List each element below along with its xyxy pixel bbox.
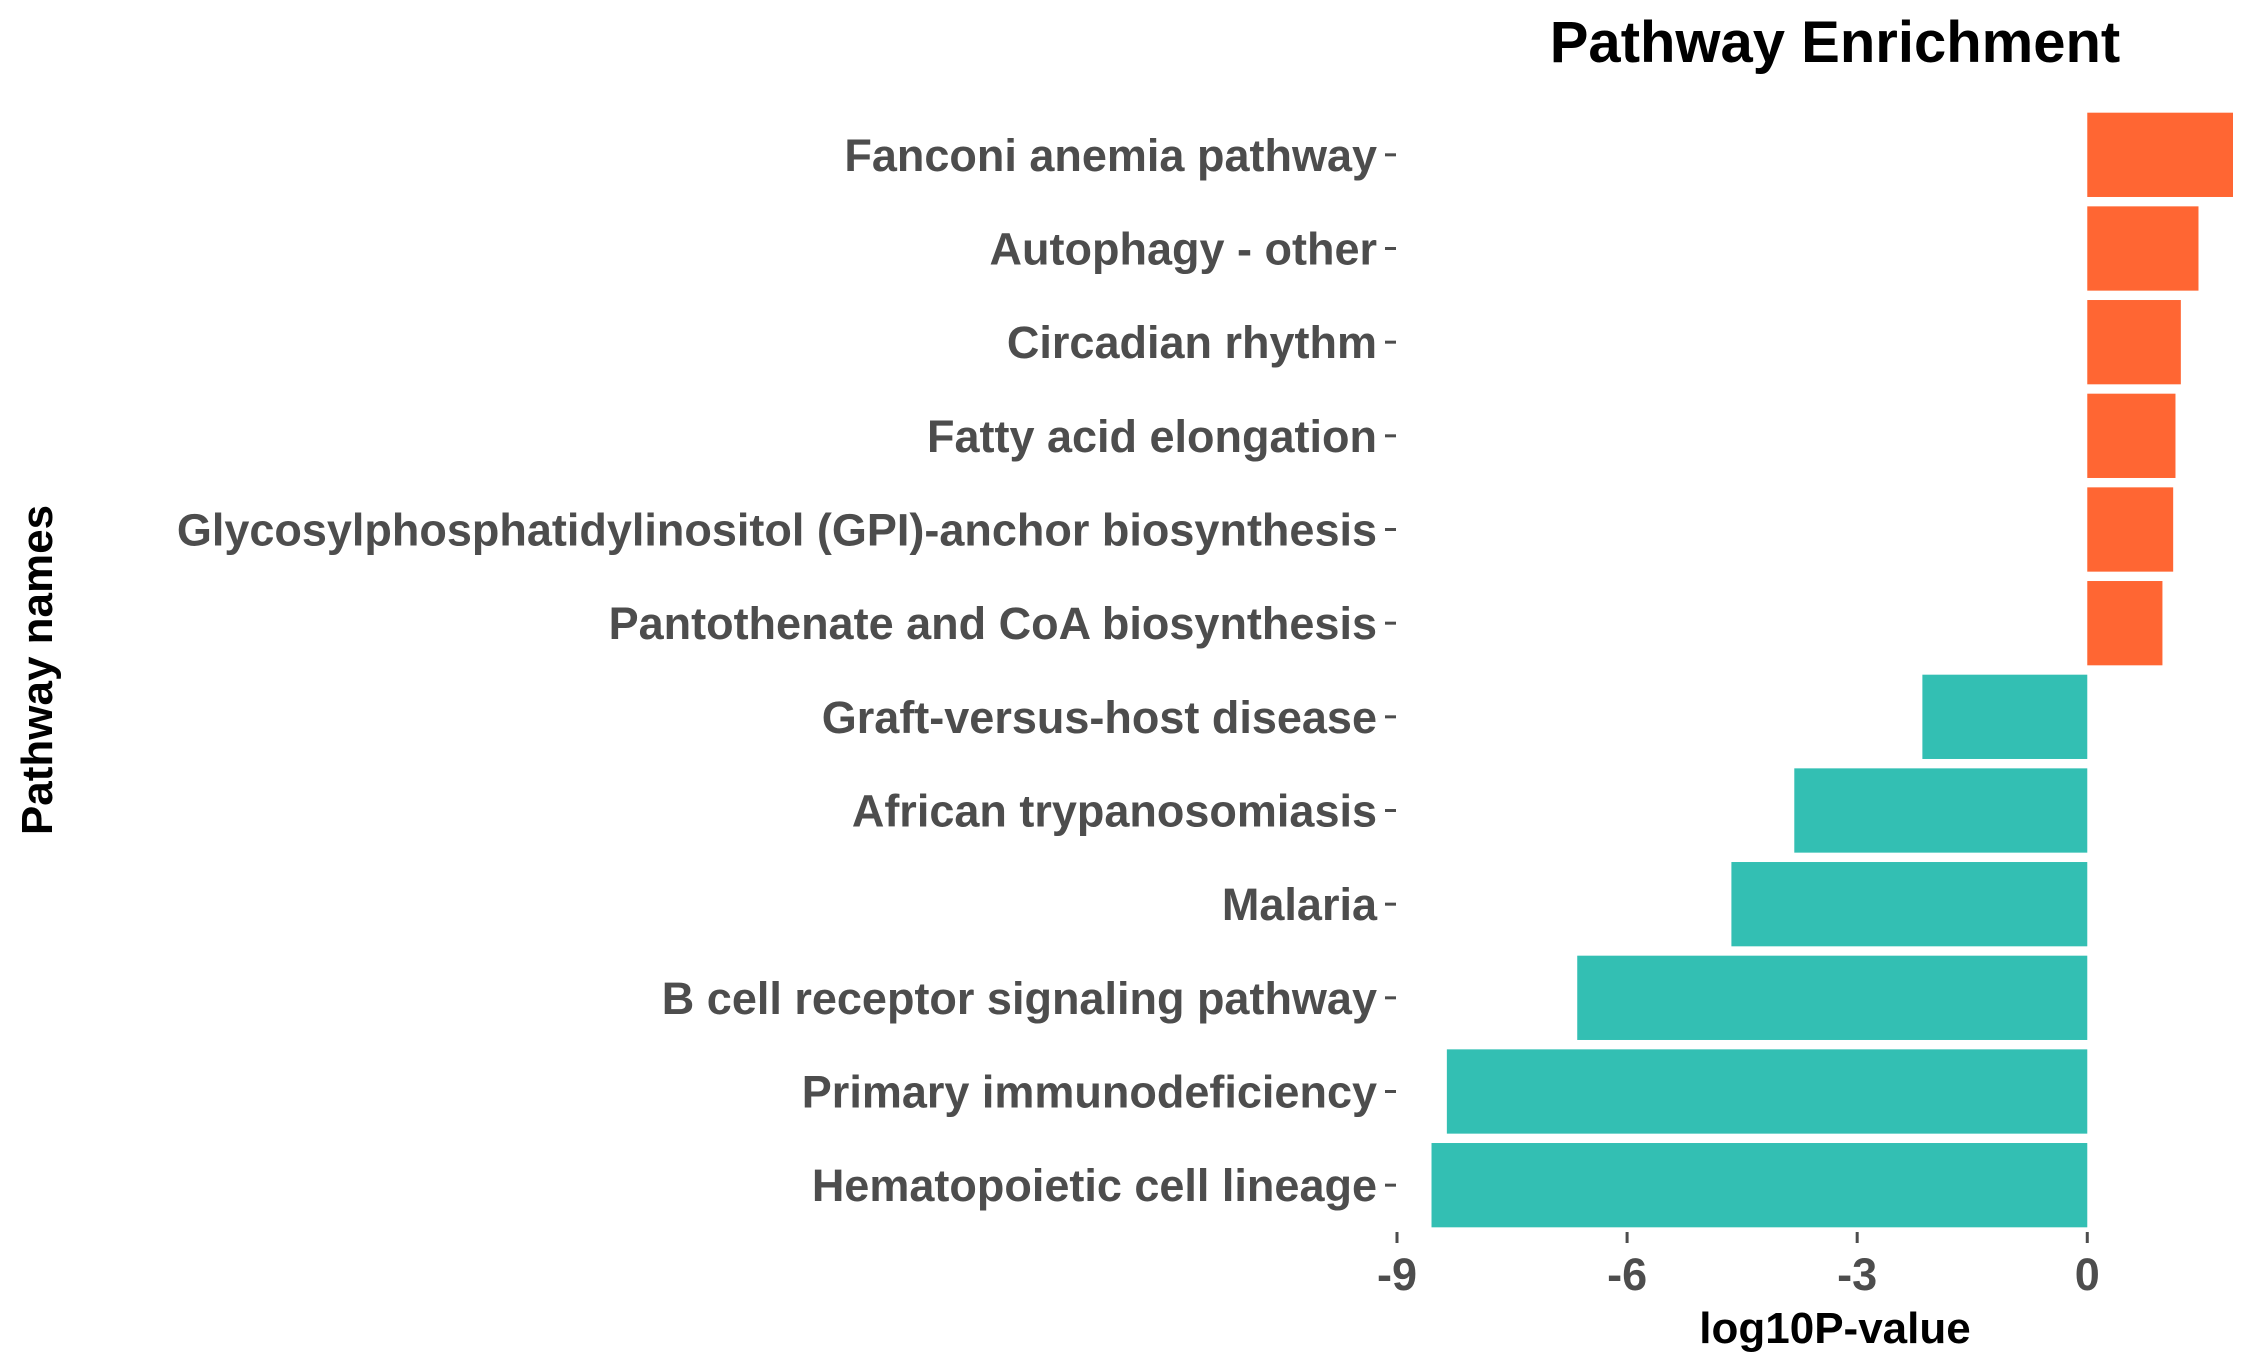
category-labels: Fanconi anemia pathway Autophagy - other C…	[177, 130, 1396, 1211]
bar	[1431, 1143, 2088, 1228]
category-label: Graft-versus-host disease	[822, 692, 1377, 743]
x-axis: -9 -6 -3 0	[1377, 1232, 2100, 1300]
category-label: Malaria	[1222, 879, 1378, 930]
category-label: Pantothenate and CoA biosynthesis	[609, 598, 1377, 649]
bar	[1446, 1049, 2088, 1134]
chart-title: Pathway Enrichment	[1550, 10, 2120, 75]
y-axis-title: Pathway names	[13, 505, 62, 835]
bar	[1794, 768, 2088, 853]
x-tick-label: -6	[1607, 1249, 1647, 1300]
category-label: Glycosylphosphatidylinositol (GPI)-ancho…	[177, 505, 1377, 556]
bar	[2087, 393, 2176, 478]
category-label: Fanconi anemia pathway	[844, 130, 1377, 181]
bar	[2087, 206, 2199, 291]
x-tick-label: -3	[1837, 1249, 1877, 1300]
x-tick-label: 0	[2075, 1249, 2100, 1300]
bar	[1577, 955, 2088, 1040]
bar	[2087, 581, 2163, 666]
category-label: African trypanosomiasis	[852, 786, 1377, 837]
bar	[2087, 300, 2181, 385]
bar	[1731, 862, 2088, 947]
bar	[2087, 112, 2233, 197]
category-label: Primary immunodeficiency	[802, 1067, 1377, 1118]
bars-layer	[1431, 112, 2233, 1228]
bar	[2087, 487, 2174, 572]
bar	[1922, 674, 2088, 759]
category-label: B cell receptor signaling pathway	[662, 973, 1377, 1024]
category-label: Fatty acid elongation	[927, 411, 1377, 462]
x-axis-title: log10P-value	[1699, 1304, 1970, 1353]
category-label: Hematopoietic cell lineage	[812, 1160, 1377, 1211]
category-label: Autophagy - other	[990, 224, 1377, 275]
category-label: Circadian rhythm	[1007, 317, 1377, 368]
x-tick-label: -9	[1377, 1249, 1417, 1300]
